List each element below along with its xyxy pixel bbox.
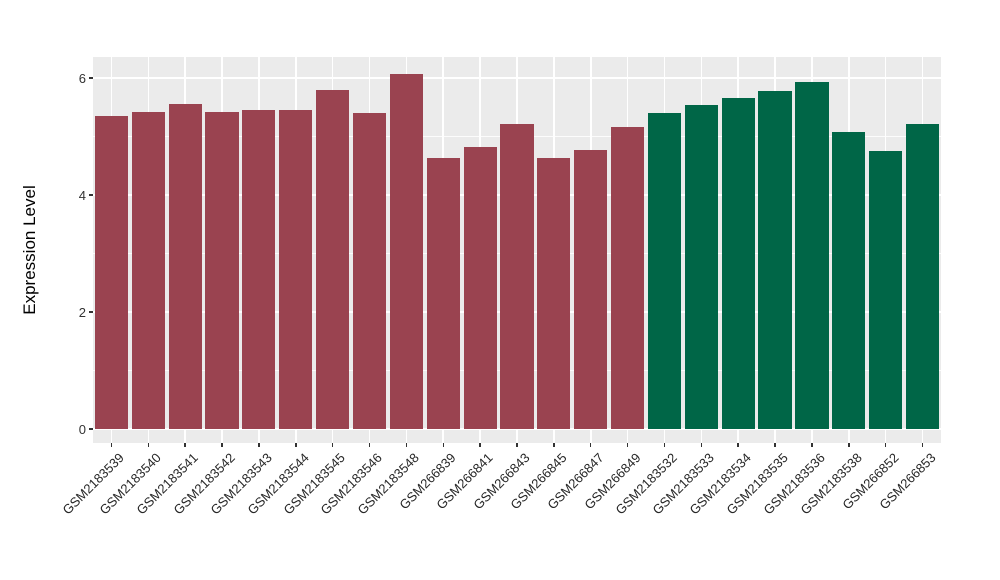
bar-GSM2183538 xyxy=(832,132,866,429)
x-tick-mark-GSM2183539 xyxy=(110,443,113,447)
bar-GSM2183546 xyxy=(352,112,387,429)
y-axis-title: Expression Level xyxy=(20,185,39,315)
y-tick-mark-6 xyxy=(89,77,93,79)
bar-GSM266849 xyxy=(611,126,645,429)
bar-GSM2183548 xyxy=(389,73,423,429)
x-tick-mark-GSM266845 xyxy=(553,443,555,447)
bar-GSM266852 xyxy=(869,151,903,429)
x-tick-mark-GSM2183542 xyxy=(221,443,223,447)
bar-GSM266853 xyxy=(905,124,940,429)
bar-GSM2183535 xyxy=(758,91,792,429)
x-tick-mark-GSM2183536 xyxy=(811,443,813,447)
bar-GSM2183534 xyxy=(721,97,755,429)
bar-GSM266843 xyxy=(500,123,534,429)
y-tick-mark-4 xyxy=(89,194,93,196)
x-tick-mark-GSM2183538 xyxy=(848,443,850,447)
bar-GSM2183533 xyxy=(684,104,718,429)
x-tick-mark-GSM2183543 xyxy=(258,443,260,447)
plot-panel xyxy=(93,57,941,443)
x-tick-mark-GSM2183545 xyxy=(331,443,334,447)
bar-GSM2183536 xyxy=(795,82,829,429)
x-tick-mark-GSM2183532 xyxy=(663,443,666,447)
bar-GSM2183544 xyxy=(279,109,313,429)
bar-GSM2183540 xyxy=(131,111,165,429)
x-tick-mark-GSM2183534 xyxy=(737,443,739,447)
x-tick-mark-GSM266849 xyxy=(626,443,629,447)
bar-GSM2183532 xyxy=(647,112,682,429)
x-tick-mark-GSM266853 xyxy=(921,443,924,447)
x-tick-mark-GSM2183546 xyxy=(368,443,371,447)
x-tick-mark-GSM266843 xyxy=(516,443,518,447)
x-tick-mark-GSM266847 xyxy=(589,443,592,447)
x-tick-mark-GSM2183541 xyxy=(184,443,186,447)
y-tick-mark-2 xyxy=(89,311,93,313)
x-tick-mark-GSM2183544 xyxy=(295,443,297,447)
bar-GSM2183541 xyxy=(168,103,202,429)
x-tick-mark-GSM2183548 xyxy=(405,443,408,447)
x-tick-mark-GSM2183535 xyxy=(774,443,776,447)
x-tick-mark-GSM266841 xyxy=(479,443,481,447)
x-tick-mark-GSM266839 xyxy=(442,443,444,447)
bar-GSM2183539 xyxy=(94,116,128,429)
x-tick-mark-GSM2183540 xyxy=(147,443,150,447)
y-tick-label-0: 0 xyxy=(78,421,86,437)
bar-GSM266839 xyxy=(426,158,460,429)
bar-GSM2183545 xyxy=(316,90,350,429)
y-tick-label-4: 4 xyxy=(78,187,86,203)
bar-GSM266841 xyxy=(463,147,497,429)
bar-GSM2183542 xyxy=(205,111,239,429)
bar-GSM2183543 xyxy=(242,109,276,429)
y-tick-mark-0 xyxy=(89,428,93,430)
bar-GSM266845 xyxy=(537,158,571,429)
x-tick-mark-GSM2183533 xyxy=(700,443,703,447)
x-tick-mark-GSM266852 xyxy=(884,443,887,447)
y-tick-label-2: 2 xyxy=(78,304,86,320)
bar-GSM266847 xyxy=(574,149,608,429)
y-tick-label-6: 6 xyxy=(78,70,86,86)
